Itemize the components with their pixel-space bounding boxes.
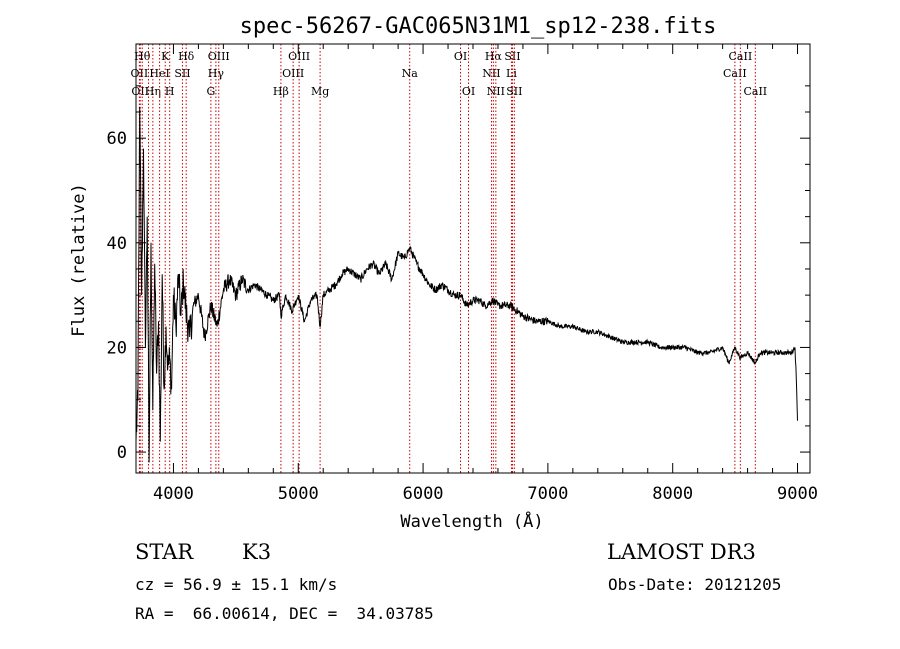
x-tick-label: 4000: [153, 484, 194, 504]
x-tick-label: 5000: [278, 484, 319, 504]
line-label-25: SII: [506, 85, 522, 98]
y-axis-label: Flux (relative): [69, 183, 89, 337]
object-class: STAR: [135, 540, 194, 564]
line-label-26: CaII: [723, 67, 747, 80]
chart-title: spec-56267-GAC065N31M1_sp12-238.fits: [240, 14, 717, 39]
y-tick-label: 0: [117, 443, 127, 463]
line-label-13: Hβ: [273, 85, 289, 98]
line-label-15: OIII: [288, 50, 310, 63]
line-label-12: OIII: [208, 50, 230, 63]
spectrum-chart: spec-56267-GAC065N31M1_sp12-238.fits OII…: [69, 14, 818, 532]
line-label-11: Hγ: [208, 67, 225, 80]
ra-dec: RA = 66.00614, DEC = 34.03785: [135, 604, 434, 623]
x-tick-label: 7000: [527, 484, 568, 504]
line-label-21: Hα: [485, 50, 503, 63]
line-label-19: OI: [462, 85, 475, 98]
spectral-line-markers: OIIOIIHθHηHeIKHSIIHδGHγOIIIHβOIIIOIIIMgN…: [131, 44, 767, 473]
line-label-14: OIII: [282, 67, 304, 80]
line-label-5: HeI: [149, 67, 169, 80]
line-label-0: OII: [131, 67, 149, 80]
x-tick-label: 9000: [777, 484, 818, 504]
line-label-6: K: [161, 50, 170, 63]
x-axis-label: Wavelength (Å): [400, 510, 543, 532]
line-label-4: Hη: [145, 85, 161, 98]
line-label-23: Li: [506, 67, 517, 80]
line-label-16: Mg: [311, 85, 329, 98]
line-label-9: Hδ: [178, 50, 195, 63]
x-tick-label: 6000: [403, 484, 444, 504]
line-label-18: OI: [454, 50, 467, 63]
line-label-17: Na: [402, 67, 419, 80]
y-tick-label: 40: [107, 234, 127, 254]
line-label-27: CaII: [729, 50, 753, 63]
plot-frame: [135, 43, 811, 474]
line-label-7: H: [165, 85, 175, 98]
line-label-2: Hθ: [134, 50, 151, 63]
line-label-28: CaII: [743, 85, 767, 98]
survey-name: LAMOST DR3: [607, 540, 756, 564]
object-subclass: K3: [242, 540, 272, 564]
x-tick-label: 8000: [652, 484, 693, 504]
y-tick-label: 20: [107, 338, 127, 358]
y-tick-label: 60: [107, 129, 127, 149]
spectrum-series: [135, 106, 798, 463]
redshift-velocity: cz = 56.9 ± 15.1 km/s: [135, 575, 338, 594]
observation-date: Obs-Date: 20121205: [608, 575, 782, 594]
spectrum-line: [135, 106, 798, 463]
line-label-10: G: [206, 85, 215, 98]
axes: 4000 5000 6000 7000 8000 9000 0 20 40 60: [107, 43, 818, 504]
line-label-24: SII: [504, 50, 520, 63]
line-label-20: NII: [482, 67, 500, 80]
line-label-8: SII: [174, 67, 190, 80]
line-label-22: NII: [487, 85, 505, 98]
